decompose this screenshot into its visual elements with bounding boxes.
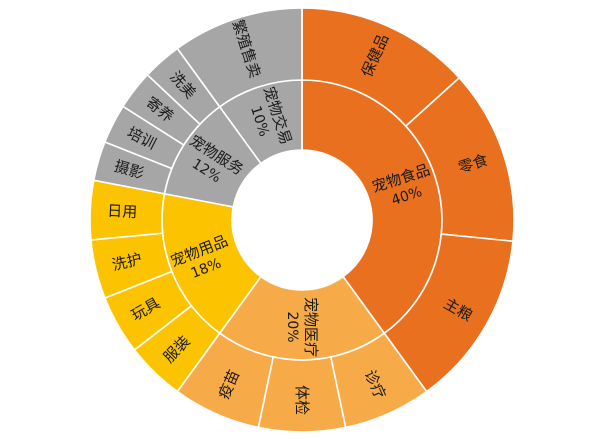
- outer-label-1-1: 体检: [293, 385, 311, 415]
- outer-label-2-3: 日用: [107, 202, 138, 221]
- inner-percent-label: 20%: [284, 311, 300, 342]
- sunburst-rings: [89, 7, 515, 433]
- outer-segment-4-0: [176, 7, 303, 108]
- inner-name-label: 宠物医疗: [302, 297, 320, 357]
